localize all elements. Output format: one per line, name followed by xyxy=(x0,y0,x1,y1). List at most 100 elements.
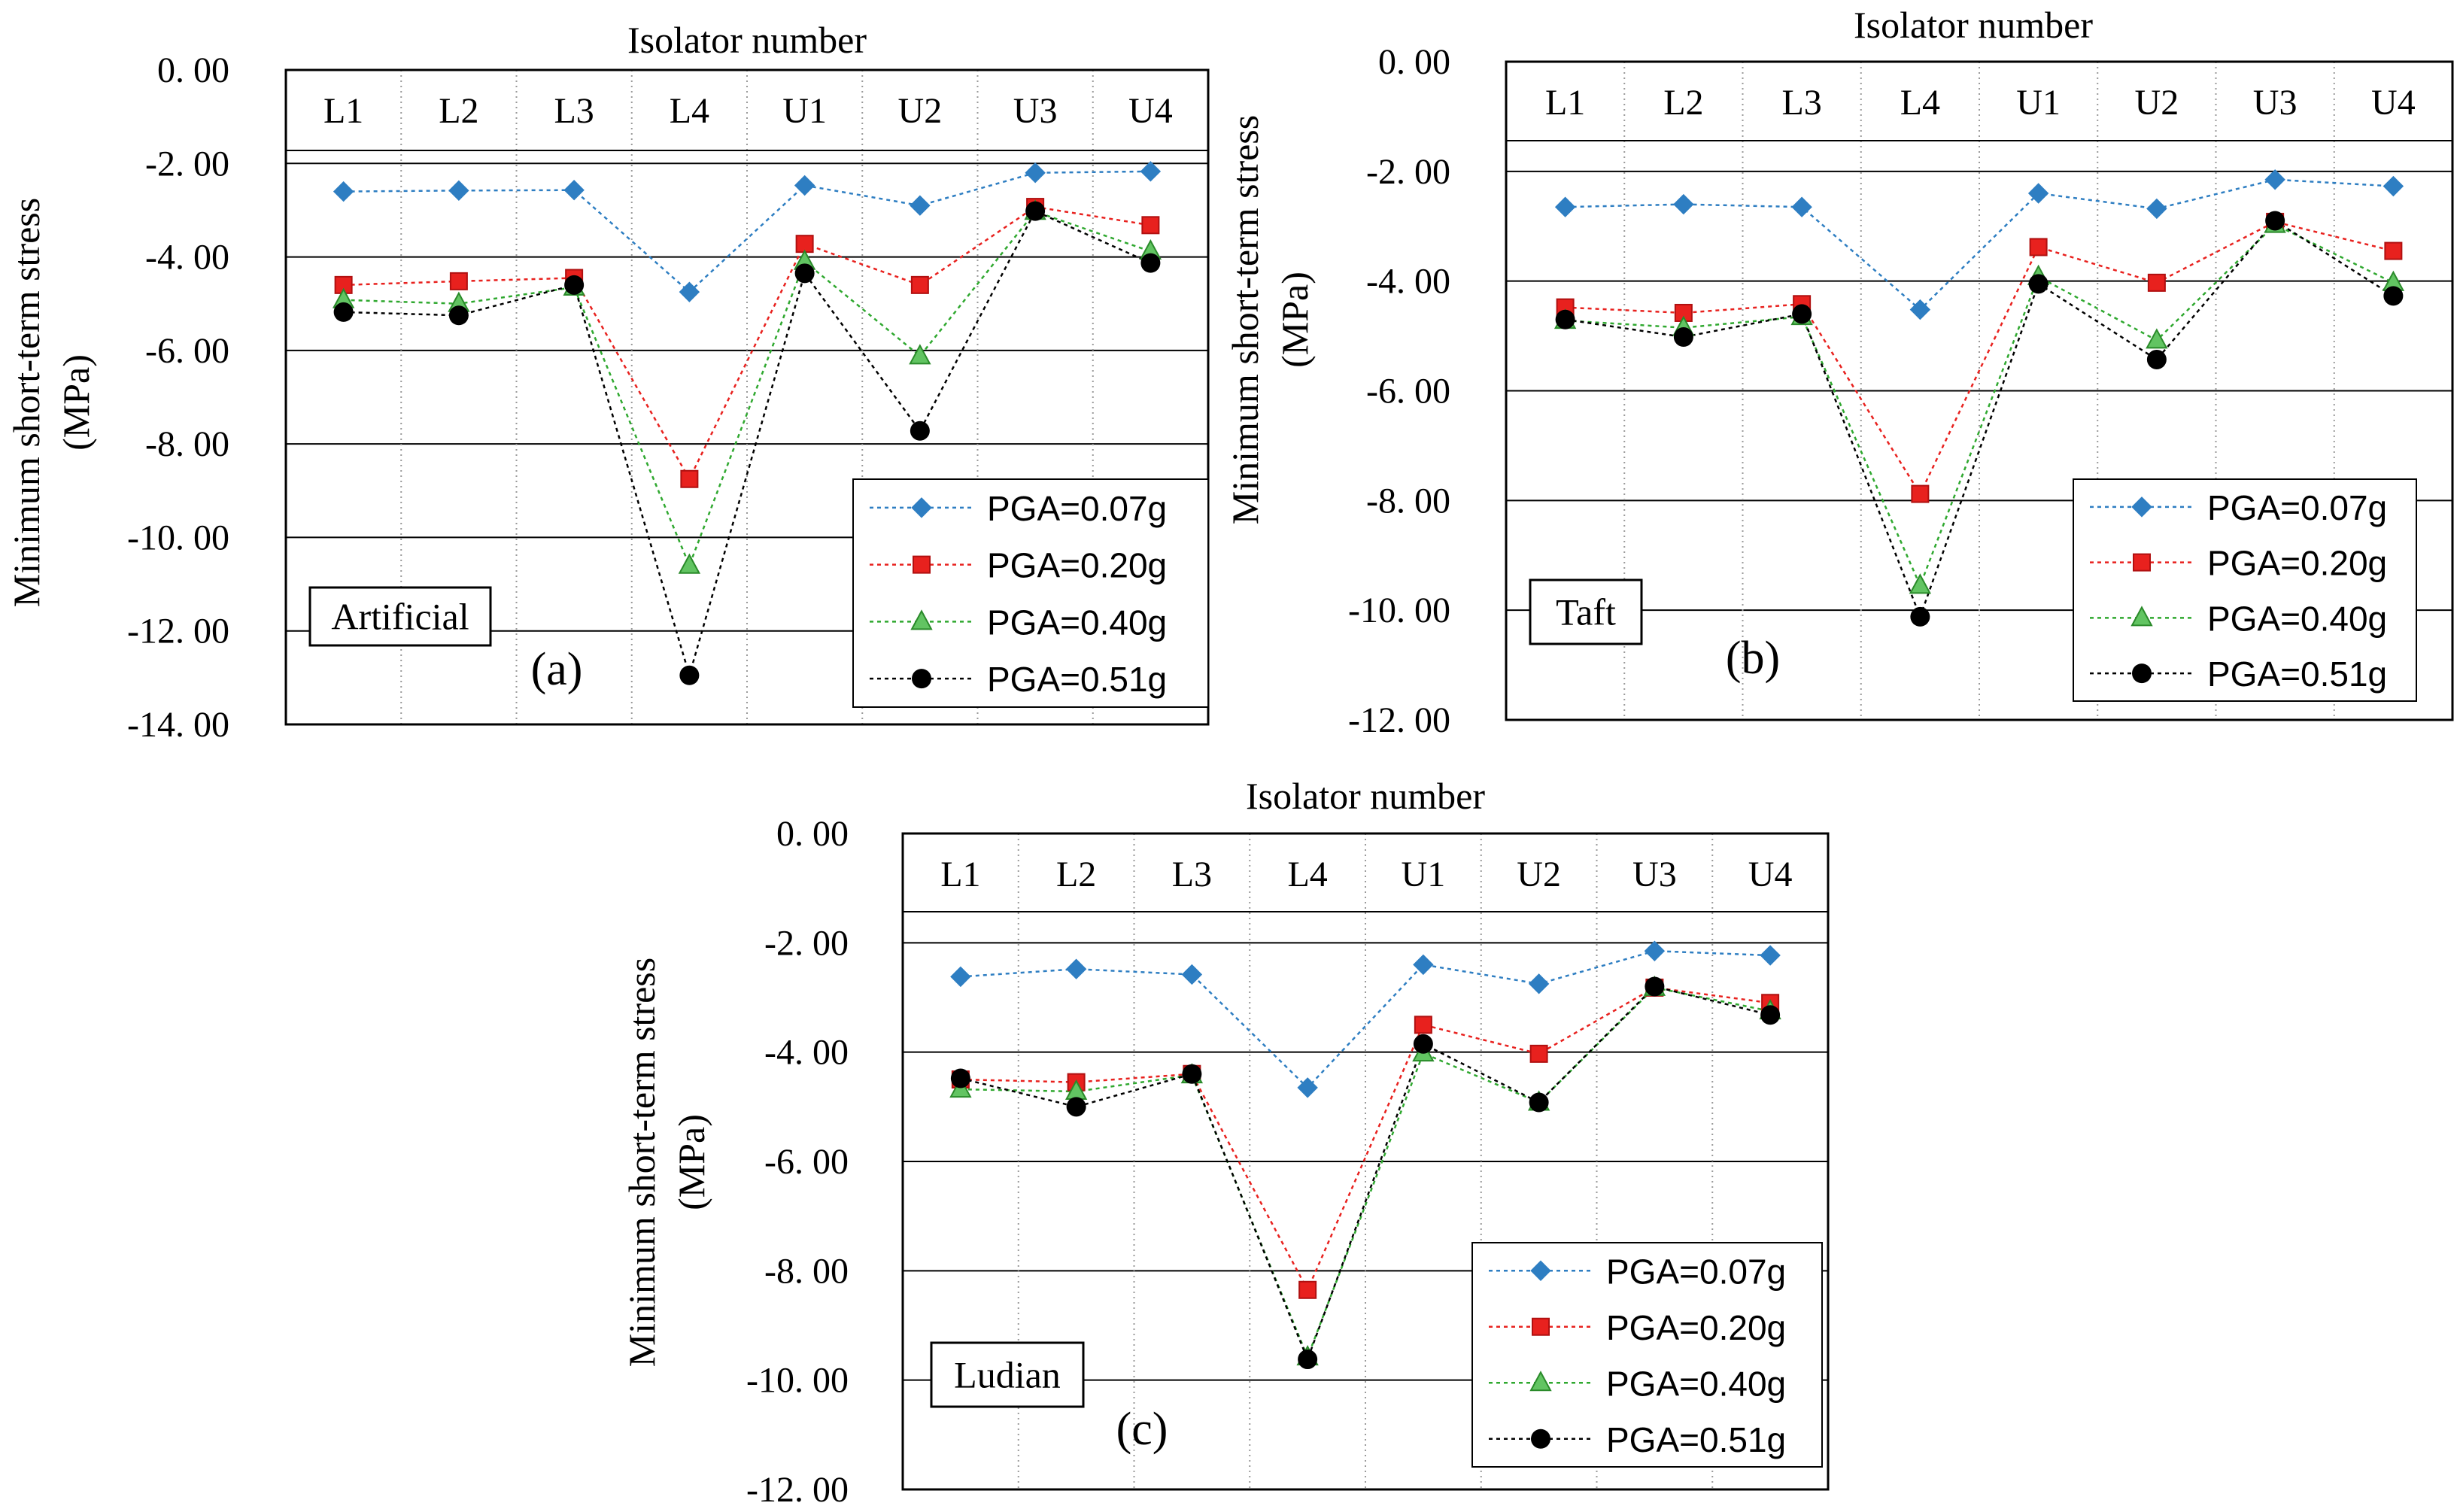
category-label: U4 xyxy=(2371,83,2416,123)
category-label: L4 xyxy=(1900,83,1940,123)
legend-marker-circle xyxy=(1531,1429,1550,1449)
y-tick-label: -4. 00 xyxy=(145,238,229,278)
data-point-circle xyxy=(1025,201,1046,221)
category-label: U2 xyxy=(2135,83,2179,123)
data-point-diamond xyxy=(1673,193,1694,215)
legend-label: PGA=0.40g xyxy=(2207,599,2387,638)
data-point-square xyxy=(1529,1044,1548,1063)
data-point-circle xyxy=(1140,253,1161,273)
data-point-diamond xyxy=(333,181,354,202)
category-label: U1 xyxy=(2016,83,2061,123)
category-label: L4 xyxy=(1287,855,1327,894)
data-point-circle xyxy=(1555,309,1575,329)
series-line-1 xyxy=(1565,220,2394,496)
data-point-square xyxy=(680,469,699,488)
record-label-box xyxy=(930,1341,1085,1408)
data-point-square xyxy=(1141,216,1160,235)
data-point-circle xyxy=(794,263,815,284)
category-label: L3 xyxy=(1172,855,1212,894)
series-line-3 xyxy=(343,210,1151,679)
y-tick-label: -6. 00 xyxy=(764,1142,849,1182)
y-tick-label: -2. 00 xyxy=(1366,152,1450,192)
data-point-diamond xyxy=(448,180,469,202)
data-point-circle xyxy=(2146,349,2167,369)
legend-marker-triangle xyxy=(2130,606,2153,627)
data-point-triangle xyxy=(2146,328,2168,349)
data-point-diamond xyxy=(679,281,700,302)
data-point-diamond xyxy=(1791,196,1812,217)
record-label-box xyxy=(308,586,492,647)
data-point-circle xyxy=(1066,1097,1086,1117)
y-tick-label: -6. 00 xyxy=(1366,372,1450,411)
data-point-circle xyxy=(2383,286,2404,306)
legend-marker-triangle xyxy=(910,609,933,630)
y-tick-label: -8. 00 xyxy=(1366,481,1450,521)
data-point-square xyxy=(2147,273,2166,292)
legend-label: PGA=0.51g xyxy=(2207,654,2387,694)
y-tick-label: -4. 00 xyxy=(764,1033,849,1073)
data-point-triangle xyxy=(678,553,701,574)
y-tick-label: -10. 00 xyxy=(1348,591,1450,630)
data-point-diamond xyxy=(1528,973,1550,994)
y-axis-unit: (MPa) xyxy=(55,354,97,451)
data-point-diamond xyxy=(2146,198,2167,220)
data-point-circle xyxy=(448,305,469,326)
record-label: Ludian xyxy=(954,1354,1061,1396)
data-point-triangle xyxy=(909,344,931,365)
legend-box xyxy=(1471,1242,1823,1468)
data-point-diamond xyxy=(1140,161,1162,182)
category-label: L3 xyxy=(554,91,594,131)
y-tick-label: 0. 00 xyxy=(1378,42,1450,82)
x-axis-title: Isolator number xyxy=(1246,775,1485,817)
y-tick-label: 0. 00 xyxy=(776,814,849,854)
legend-box xyxy=(2073,478,2417,702)
panel-label: (a) xyxy=(531,644,583,695)
data-point-diamond xyxy=(1760,945,1781,966)
data-point-circle xyxy=(679,665,700,685)
category-label: U1 xyxy=(1402,855,1446,894)
legend-marker-diamond xyxy=(911,497,932,518)
data-point-circle xyxy=(910,421,930,441)
category-label: U3 xyxy=(1632,855,1677,894)
record-label: Taft xyxy=(1556,591,1616,633)
legend-label: PGA=0.51g xyxy=(1606,1420,1786,1459)
legend-label: PGA=0.20g xyxy=(987,546,1167,585)
y-tick-label: -8. 00 xyxy=(764,1251,849,1291)
category-label: L2 xyxy=(1663,83,1703,123)
y-axis-title: Minimum short-term stress xyxy=(1224,115,1266,524)
category-label: U2 xyxy=(898,91,943,131)
category-label: U2 xyxy=(1517,855,1561,894)
data-point-diamond xyxy=(1909,299,1931,320)
data-point-square xyxy=(449,272,468,290)
series-line-0 xyxy=(1565,178,2394,311)
y-tick-label: -4. 00 xyxy=(1366,262,1450,302)
legend-box xyxy=(852,478,1209,708)
category-label: U1 xyxy=(782,91,827,131)
plot-frame xyxy=(284,68,1210,726)
legend-label: PGA=0.40g xyxy=(987,603,1167,642)
data-point-circle xyxy=(1645,976,1665,997)
legend-label: PGA=0.07g xyxy=(1606,1252,1786,1291)
category-label: U4 xyxy=(1128,91,1173,131)
data-point-circle xyxy=(564,275,585,295)
data-point-square xyxy=(1414,1016,1432,1034)
panel-a: Isolator number L1 L2 L3 L4 U1 U2 U3 U4 0. 00 -2. … xyxy=(5,19,1210,745)
y-tick-label: 0. 00 xyxy=(157,50,229,90)
data-point-circle xyxy=(950,1068,970,1088)
series-line-2 xyxy=(343,210,1151,569)
plot-frame xyxy=(1505,60,2454,721)
record-label: Artificial xyxy=(331,596,469,638)
data-point-diamond xyxy=(1413,954,1434,976)
data-point-diamond xyxy=(1644,940,1666,961)
category-label: L2 xyxy=(1056,855,1096,894)
y-tick-label: -6. 00 xyxy=(145,331,229,371)
category-label: L1 xyxy=(1545,83,1585,123)
data-point-diamond xyxy=(950,966,971,988)
y-tick-label: -12. 00 xyxy=(746,1470,849,1510)
legend-marker-diamond xyxy=(1530,1260,1551,1281)
legend-marker-circle xyxy=(912,669,931,689)
legend-marker-triangle xyxy=(1529,1371,1552,1392)
category-label: L2 xyxy=(439,91,478,131)
category-label: L4 xyxy=(670,91,709,131)
panel-label: (b) xyxy=(1726,633,1780,684)
